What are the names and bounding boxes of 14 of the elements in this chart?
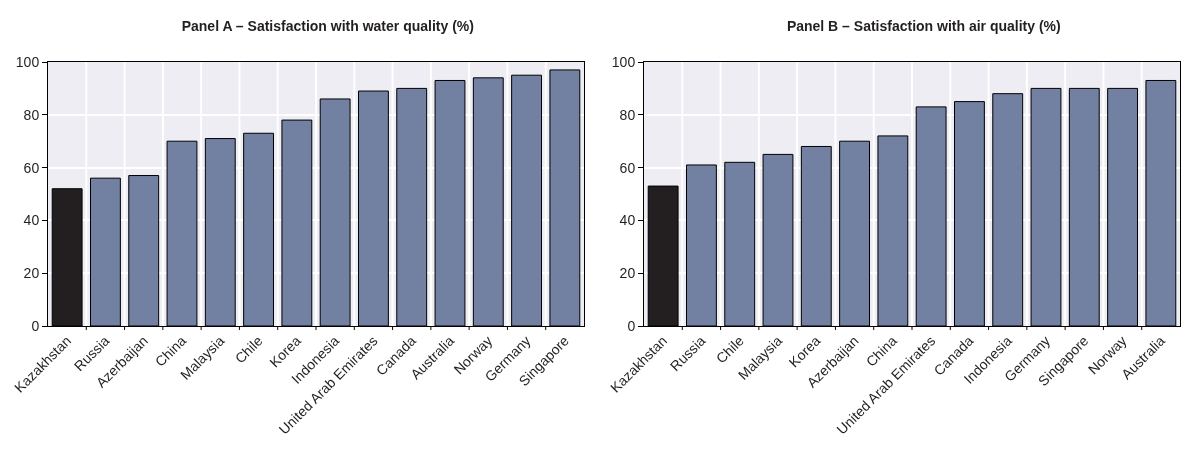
y-tick-label: 20: [23, 265, 40, 282]
y-tick-label: 80: [619, 106, 636, 123]
y-tick-label: 20: [619, 265, 636, 282]
chart-title: Panel B – Satisfaction with air quality (%): [786, 18, 1061, 35]
y-tick-label: 0: [627, 317, 636, 334]
y-tick-label: 100: [611, 53, 636, 70]
y-tick-label: 80: [23, 106, 40, 123]
y-tick-label: 60: [619, 159, 636, 176]
y-tick-label: 40: [23, 212, 40, 229]
chart-title: Panel A – Satisfaction with water quality (%): [181, 18, 474, 35]
y-tick-label: 40: [619, 212, 636, 229]
y-tick-label: 100: [15, 53, 40, 70]
y-tick-label: 60: [23, 159, 40, 176]
y-tick-label: 0: [31, 317, 40, 334]
